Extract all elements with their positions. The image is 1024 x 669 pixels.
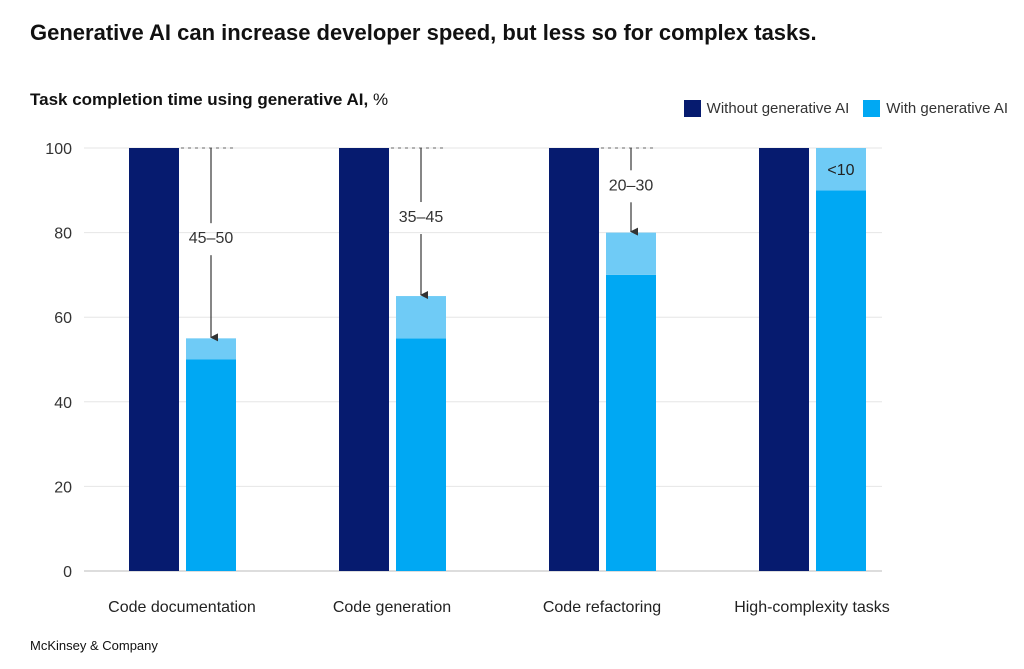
legend-label-without: Without generative AI (706, 100, 850, 117)
y-tick-label: 80 (54, 226, 72, 243)
y-tick-label: 20 (54, 479, 72, 496)
legend-item-without: Without generative AI (683, 100, 850, 117)
legend-item-with: With generative AI (863, 100, 1008, 117)
chart-title: Generative AI can increase developer spe… (30, 20, 817, 45)
x-tick-label: Code generation (333, 599, 451, 616)
x-tick-label: High-complexity tasks (734, 599, 890, 616)
subtitle-text: Task completion time using generative AI… (30, 90, 369, 109)
bar-without (339, 148, 389, 571)
bar-with (186, 359, 236, 571)
bar-without (549, 148, 599, 571)
y-tick-label: 0 (63, 564, 72, 581)
bar-with (606, 274, 656, 571)
x-tick-label: Code documentation (108, 599, 256, 616)
legend-label-with: With generative AI (886, 100, 1008, 117)
bar-with-range (816, 148, 866, 191)
y-tick-label: 100 (45, 141, 72, 158)
bar-with-range (186, 338, 236, 360)
source-label: McKinsey & Company (30, 638, 158, 653)
range-label: 45–50 (189, 230, 234, 247)
legend-swatch-with (863, 100, 881, 117)
bar-with (396, 338, 446, 571)
bar-with-range (606, 232, 656, 275)
legend-swatch-without (683, 100, 701, 117)
x-tick-label: Code refactoring (543, 599, 661, 616)
bar-without (759, 148, 809, 571)
bar-without (129, 148, 179, 571)
y-tick-label: 40 (54, 395, 72, 412)
range-label: 20–30 (609, 177, 654, 194)
bar-with (816, 190, 866, 572)
legend: Without generative AI With generative AI (683, 100, 1008, 117)
bar-with-range (396, 296, 446, 339)
range-label: <10 (827, 162, 854, 179)
chart-subtitle: Task completion time using generative AI… (30, 90, 388, 110)
range-label: 35–45 (399, 209, 444, 226)
y-tick-label: 60 (54, 310, 72, 327)
subtitle-unit: % (372, 90, 389, 109)
